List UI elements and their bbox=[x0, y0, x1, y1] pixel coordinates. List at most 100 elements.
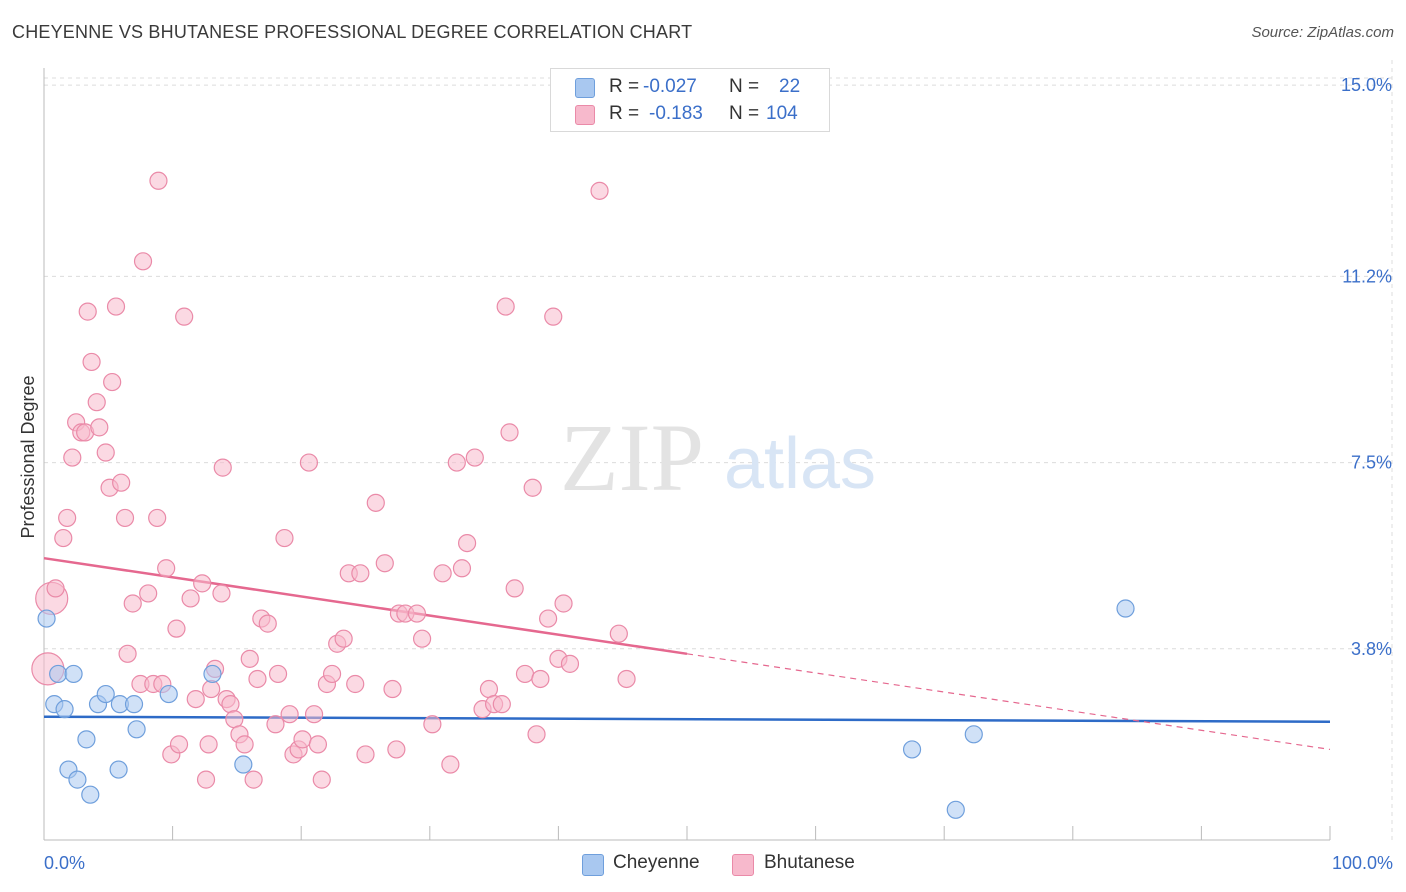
cheyenne-point bbox=[159, 684, 178, 704]
cheyenne-point bbox=[1116, 599, 1135, 618]
bhutanese-point bbox=[590, 181, 609, 200]
bhutanese-point bbox=[193, 574, 212, 593]
bhutanese-point bbox=[515, 664, 535, 684]
bhutanese-point bbox=[375, 554, 394, 573]
bhutanese-point bbox=[235, 735, 254, 754]
legend-n-value: 22 bbox=[779, 76, 801, 97]
cheyenne-point bbox=[96, 684, 115, 704]
cheyenne-point bbox=[64, 664, 83, 684]
bhutanese-point bbox=[123, 594, 142, 613]
cheyenne-swatch bbox=[575, 78, 595, 98]
bhutanese-point bbox=[457, 533, 477, 553]
cheyenne-point bbox=[902, 740, 922, 759]
cheyenne-point bbox=[964, 725, 983, 744]
tick-labels: 3.8% 7.5% 11.2% 15.0% 0.0% 100.0% bbox=[44, 75, 1393, 873]
legend-row-cheyenne: R = -0.027 N = 22 bbox=[551, 74, 829, 100]
bhutanese-point bbox=[225, 710, 244, 729]
bhutanese-point bbox=[186, 689, 205, 709]
bhutanese-point bbox=[351, 564, 370, 583]
bhutanese-point bbox=[308, 735, 328, 754]
bhutanese-point bbox=[496, 297, 515, 316]
bhutanese-point bbox=[433, 564, 452, 583]
bhutanese-point bbox=[157, 559, 176, 578]
bhutanese-point bbox=[617, 669, 636, 689]
bhutanese-point bbox=[167, 619, 186, 638]
cheyenne-trend-line bbox=[43, 715, 1331, 723]
legend-r-label: R = bbox=[609, 76, 640, 97]
cheyenne-point bbox=[127, 720, 146, 739]
bhutanese-point bbox=[90, 418, 109, 437]
series-legend: Cheyenne Bhutanese bbox=[0, 850, 1406, 880]
watermark-zip: ZIP bbox=[560, 404, 704, 511]
bhutanese-point bbox=[366, 493, 385, 512]
bhutanese-point bbox=[268, 664, 288, 684]
bhutanese-point bbox=[199, 735, 218, 754]
bhutanese-point bbox=[202, 679, 221, 699]
bhutanese-point bbox=[103, 372, 122, 392]
bhutanese-point bbox=[544, 307, 563, 326]
legend-n-value: 104 bbox=[766, 103, 798, 124]
bhutanese-point bbox=[407, 604, 427, 623]
bhutanese-point bbox=[492, 695, 511, 714]
bhutanese-point bbox=[87, 393, 106, 412]
cheyenne-point bbox=[234, 755, 253, 774]
cheyenne-point bbox=[37, 609, 56, 628]
bhutanese-point bbox=[212, 584, 231, 603]
bhutanese-point bbox=[181, 589, 200, 608]
bhutanese-point bbox=[196, 770, 216, 789]
bhutanese-point bbox=[346, 674, 365, 694]
source-label: Source: ZipAtlas.com bbox=[1251, 24, 1394, 41]
bhutanese-point bbox=[452, 559, 472, 578]
cheyenne-point bbox=[77, 730, 96, 749]
bhutanese-point bbox=[322, 664, 342, 684]
bhutanese-point bbox=[539, 609, 558, 628]
bhutanese-point bbox=[213, 458, 232, 477]
bhutanese-point bbox=[148, 508, 167, 528]
gridlines bbox=[44, 60, 1393, 840]
bhutanese-point bbox=[299, 453, 319, 472]
watermark: ZIP atlas bbox=[560, 404, 876, 511]
bhutanese-point bbox=[293, 730, 312, 749]
cheyenne-legend-swatch bbox=[582, 854, 604, 876]
y-axis-label: Professional Degree bbox=[18, 375, 38, 538]
bhutanese-point bbox=[465, 448, 484, 467]
legend-n-label: N = bbox=[729, 103, 760, 124]
cheyenne-point bbox=[49, 664, 68, 684]
y-tick-label: 11.2% bbox=[1342, 266, 1392, 286]
bhutanese-legend-swatch bbox=[732, 854, 754, 876]
cheyenne-point bbox=[124, 695, 144, 714]
cheyenne-legend-label: Cheyenne bbox=[613, 852, 700, 873]
trend-lines bbox=[43, 556, 1331, 751]
bhutanese-point bbox=[169, 735, 189, 754]
bhutanese-point bbox=[266, 715, 285, 734]
bhutanese-point bbox=[312, 770, 331, 789]
bhutanese-point bbox=[527, 725, 546, 744]
bhutanese-point bbox=[96, 443, 115, 462]
cheyenne-point bbox=[946, 800, 965, 819]
data-points bbox=[31, 171, 1135, 819]
bhutanese-point bbox=[387, 740, 406, 759]
watermark-atlas: atlas bbox=[724, 424, 876, 504]
bhutanese-point bbox=[447, 453, 466, 472]
bhutanese-point bbox=[275, 528, 294, 548]
bhutanese-point bbox=[115, 508, 135, 528]
bhutanese-point bbox=[106, 297, 126, 316]
cheyenne-point bbox=[81, 785, 100, 804]
bhutanese-point bbox=[560, 654, 580, 673]
bhutanese-point bbox=[46, 579, 65, 598]
bhutanese-point bbox=[479, 679, 499, 699]
bhutanese-point bbox=[112, 473, 131, 492]
bhutanese-point bbox=[304, 705, 324, 724]
legend-r-value: -0.027 bbox=[643, 76, 697, 97]
cheyenne-point bbox=[109, 760, 128, 779]
bhutanese-legend-label: Bhutanese bbox=[764, 852, 855, 873]
x-tick-label-min: 0.0% bbox=[44, 853, 85, 873]
y-tick-label: 3.8% bbox=[1351, 639, 1392, 659]
y-tick-label: 15.0% bbox=[1341, 75, 1392, 95]
y-tick-label: 7.5% bbox=[1351, 453, 1392, 473]
cheyenne-point bbox=[68, 770, 87, 789]
bhutanese-point bbox=[221, 695, 240, 714]
cheyenne-point bbox=[55, 700, 74, 719]
bhutanese-point bbox=[423, 715, 442, 734]
bhutanese-point bbox=[505, 579, 524, 598]
